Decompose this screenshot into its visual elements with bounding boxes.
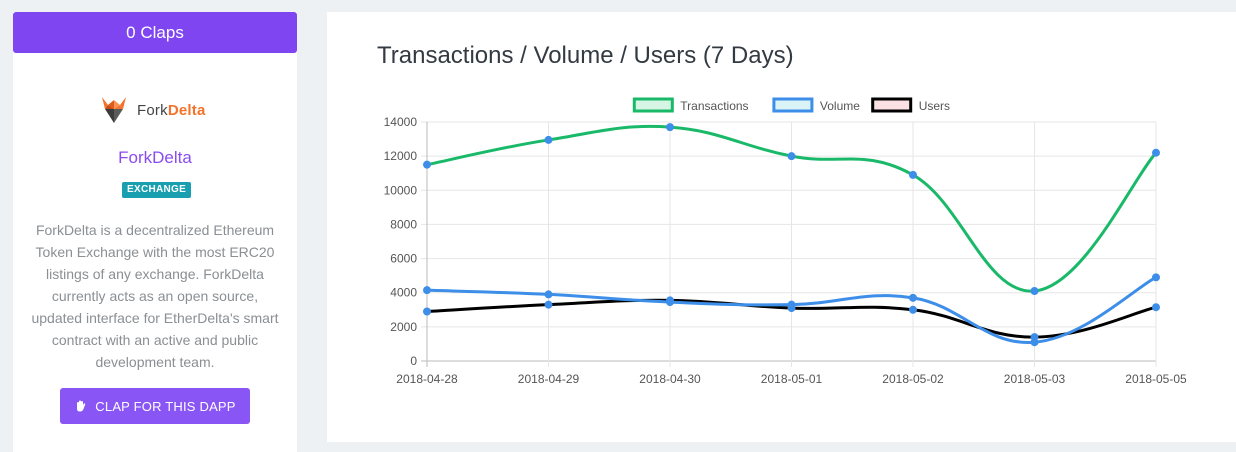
description-line: development team. (95, 354, 215, 370)
description-line: Token Exchange with the most ERC20 (35, 244, 275, 260)
description-line: updated interface for EtherDelta's smart (31, 310, 279, 326)
category-badge[interactable]: EXCHANGE (122, 182, 192, 198)
data-point-transactions (423, 160, 431, 169)
y-tick-label: 6000 (390, 252, 417, 266)
fox-logo-icon (102, 97, 126, 123)
legend-label: Volume (820, 99, 860, 113)
data-point-users (666, 296, 674, 305)
clap-button[interactable]: CLAP FOR THIS DAPP (60, 388, 250, 424)
chart-card: Transactions / Volume / Users (7 Days) 0… (327, 12, 1236, 442)
data-point-transactions (544, 135, 553, 144)
claps-count-bar[interactable]: 0 Claps (13, 12, 297, 53)
data-point-users (909, 305, 917, 314)
dapp-description: ForkDelta is a decentralized Ethereum To… (27, 219, 283, 373)
legend-label: Users (919, 99, 950, 113)
y-tick-label: 0 (410, 354, 417, 368)
description-line: contract with an active and public (51, 332, 259, 348)
legend-swatch (871, 97, 913, 113)
y-tick-label: 10000 (384, 183, 418, 197)
data-point-volume (1152, 273, 1160, 282)
clap-hand-icon (77, 400, 86, 412)
data-point-transactions (666, 123, 674, 132)
data-point-users (1152, 303, 1160, 312)
x-tick-label: 2018-05-03 (1004, 372, 1066, 386)
logo-accent: Delta (167, 101, 206, 119)
description-line: listings of any exchange. ForkDelta (46, 266, 264, 282)
legend-swatch (772, 97, 814, 113)
data-point-users (787, 304, 796, 313)
x-tick-label: 2018-05-02 (882, 372, 944, 386)
data-point-users (423, 307, 431, 316)
data-point-transactions (1030, 287, 1039, 296)
data-point-volume (909, 293, 917, 302)
data-point-transactions (787, 152, 796, 161)
logo-wordmark: ForkDelta (137, 102, 206, 119)
x-tick-label: 2018-04-28 (396, 372, 458, 386)
x-tick-label: 2018-05-05 (1125, 372, 1187, 386)
data-point-users (1030, 333, 1039, 342)
y-tick-label: 12000 (384, 149, 418, 163)
y-tick-label: 2000 (390, 320, 417, 334)
data-point-transactions (909, 170, 917, 179)
x-tick-label: 2018-05-01 (761, 372, 823, 386)
data-point-volume (423, 286, 431, 295)
y-tick-label: 8000 (390, 217, 417, 231)
description-line: ForkDelta is a decentralized Ethereum (35, 222, 275, 238)
description-line: currently acts as an open source, (51, 288, 259, 304)
dapp-logo: ForkDelta (101, 96, 206, 124)
legend-swatch (632, 97, 674, 113)
dapp-card: 0 Claps ForkDelta ForkDelta EXCHANGE For… (13, 12, 297, 452)
dapp-title[interactable]: ForkDelta (118, 148, 192, 167)
x-tick-label: 2018-04-30 (639, 372, 701, 386)
chart-title: Transactions / Volume / Users (7 Days) (377, 42, 794, 69)
data-point-transactions (1152, 148, 1160, 157)
line-chart: 0 2000 4000 6000 8000 10000 12000 14000 2018-04-… (384, 97, 1187, 386)
x-tick-label: 2018-04-29 (518, 372, 580, 386)
clap-button-label: CLAP FOR THIS DAPP (95, 398, 236, 414)
logo-prefix: Fork (137, 101, 168, 119)
legend-label: Transactions (680, 99, 748, 113)
data-point-volume (544, 290, 553, 299)
y-tick-label: 4000 (390, 286, 417, 300)
y-tick-label: 14000 (384, 115, 418, 129)
data-point-users (544, 300, 553, 309)
